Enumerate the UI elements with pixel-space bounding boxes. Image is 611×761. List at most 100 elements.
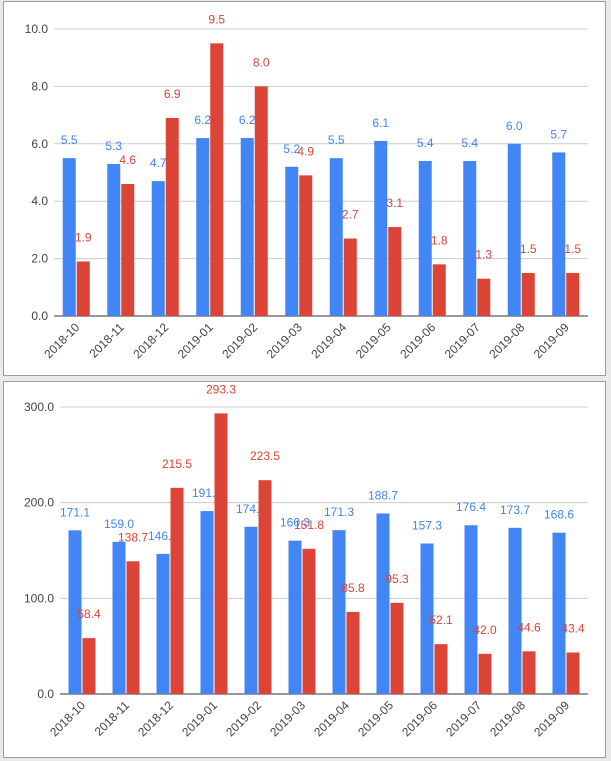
bar-series-red <box>477 278 491 316</box>
data-label: 223.5 <box>250 449 280 463</box>
x-tick-label: 2019-09 <box>531 698 572 739</box>
bar-series-red <box>214 413 228 694</box>
x-tick-label: 2019-06 <box>397 320 438 361</box>
data-label: 160.3 <box>280 516 310 530</box>
y-tick-label: 200.0 <box>24 496 54 510</box>
data-label: 5.7 <box>550 127 567 141</box>
y-tick-label: 100.0 <box>24 591 54 605</box>
data-label: 1.5 <box>520 242 537 256</box>
x-tick-label: 2019-09 <box>531 320 572 361</box>
x-tick-label: 2018-11 <box>92 698 133 739</box>
bar-series-blue <box>240 138 254 316</box>
data-label: 6.2 <box>194 113 211 127</box>
x-tick-label: 2019-08 <box>487 698 528 739</box>
bar-chart-top: 0.0 2.0 4.0 6.0 8.0 10.0 5.5 1.9 2018-10 5.34.6 20… <box>25 12 588 361</box>
data-label: 1.9 <box>75 230 92 244</box>
x-tick-label: 2019-03 <box>264 320 305 361</box>
bar-series-blue <box>329 158 343 316</box>
bar-series-red <box>299 175 313 316</box>
x-tick-label: 2019-06 <box>399 698 440 739</box>
data-label: 44.6 <box>517 620 541 634</box>
data-label: 168.6 <box>544 508 574 522</box>
data-label: 95.3 <box>385 572 409 586</box>
x-tick-label: 2019-02 <box>219 320 260 361</box>
bar-series-blue <box>107 163 121 316</box>
data-label: 5.3 <box>105 139 122 153</box>
x-tick-label: 2019-01 <box>179 698 220 739</box>
bar-series-red <box>82 638 96 694</box>
data-label: 6.9 <box>164 87 181 101</box>
data-label: 5.5 <box>61 133 78 147</box>
bar-series-blue <box>112 541 126 694</box>
x-tick-label: 2019-05 <box>353 320 394 361</box>
data-label: 3.1 <box>386 196 403 210</box>
data-label: 157.3 <box>412 519 442 533</box>
data-label: 1.5 <box>564 242 581 256</box>
data-label: 1.8 <box>431 233 448 247</box>
data-label: 42.0 <box>473 623 497 637</box>
data-label: 1.3 <box>475 248 492 262</box>
x-tick-label: 2019-01 <box>175 320 216 361</box>
x-tick-label: 2018-12 <box>130 320 171 361</box>
data-label: 5.4 <box>417 136 434 150</box>
bar-series-red <box>566 652 580 694</box>
bar-series-red <box>210 43 224 316</box>
data-label: 43.4 <box>561 621 585 635</box>
x-tick-label: 2019-05 <box>355 698 396 739</box>
x-tick-label: 2018-10 <box>41 320 82 361</box>
data-label: 138.7 <box>118 530 148 544</box>
data-label: 4.7 <box>150 156 167 170</box>
data-label: 6.2 <box>239 113 256 127</box>
bar-series-red <box>432 264 446 316</box>
bar-series-red <box>170 487 184 694</box>
data-label: 2.7 <box>342 208 359 222</box>
chart-panel-bottom: 0.0 100.0 200.0 300.0 171.1 58.4 2018-10 159.0 1… <box>3 381 606 758</box>
data-label: 9.5 <box>208 12 225 26</box>
y-tick-label: 0.0 <box>31 309 48 323</box>
data-label: 151.8 <box>294 518 324 532</box>
data-label: 176.4 <box>456 500 486 514</box>
x-tick-label: 2019-08 <box>486 320 527 361</box>
bar-series-blue <box>285 166 299 316</box>
bar-series-red <box>302 548 316 694</box>
x-tick-label: 2018-11 <box>86 320 127 361</box>
data-label: 8.0 <box>253 55 270 69</box>
bar-series-blue <box>200 511 214 694</box>
bar-series-red <box>165 117 179 316</box>
data-label: 293.3 <box>206 382 236 396</box>
bar-series-red <box>390 602 404 694</box>
bar-series-blue <box>507 143 521 316</box>
data-label: 215.5 <box>162 457 192 471</box>
bar-series-blue <box>552 532 566 694</box>
bar-series-blue <box>374 140 388 316</box>
bar-series-blue <box>464 525 478 694</box>
x-tick-label: 2018-12 <box>135 698 176 739</box>
bar-series-red <box>343 238 357 316</box>
y-tick-label: 300.0 <box>24 400 54 414</box>
data-label: 171.3 <box>324 505 354 519</box>
data-label: 58.4 <box>77 607 101 621</box>
y-tick-label: 8.0 <box>31 79 48 93</box>
bar-series-blue <box>244 526 258 694</box>
x-tick-label: 2019-04 <box>311 698 352 739</box>
x-tick-label: 2018-10 <box>47 698 88 739</box>
bar-series-blue <box>68 530 82 694</box>
bar-series-blue <box>463 161 477 316</box>
data-label: 159.0 <box>104 517 134 531</box>
bar-series-red <box>126 561 140 694</box>
bar-series-red <box>388 227 402 316</box>
bar-series-red <box>521 272 535 316</box>
x-tick-label: 2019-07 <box>443 698 484 739</box>
y-tick-label: 6.0 <box>31 137 48 151</box>
bar-series-blue <box>508 527 522 694</box>
bar-series-blue <box>420 543 434 694</box>
bar-series-blue <box>156 553 170 694</box>
bar-series-red <box>121 183 135 316</box>
bar-series-blue <box>62 158 76 316</box>
y-tick-label: 2.0 <box>31 252 48 266</box>
data-label: 173.7 <box>500 503 530 517</box>
data-label: 171.1 <box>60 505 90 519</box>
bar-series-blue <box>332 530 346 694</box>
data-label: 6.1 <box>372 116 389 130</box>
bar-series-blue <box>151 181 165 316</box>
